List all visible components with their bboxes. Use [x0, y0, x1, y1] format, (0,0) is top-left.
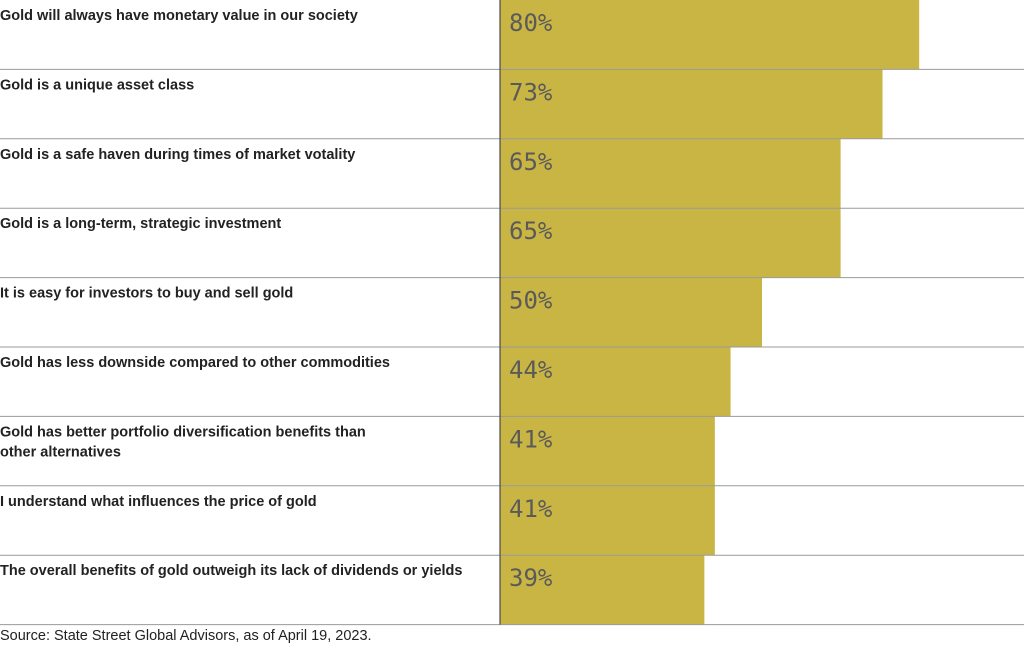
data-label: 80% — [509, 9, 553, 37]
bar — [500, 416, 715, 486]
category-label: The overall benefits of gold outweigh it… — [0, 563, 462, 579]
bar — [500, 138, 841, 209]
category-label: Gold is a long-term, strategic investmen… — [0, 216, 281, 232]
data-label: 44% — [509, 356, 553, 384]
bar — [500, 69, 883, 139]
bar — [500, 208, 841, 278]
data-label: 39% — [509, 564, 553, 592]
category-label: Gold has better portfolio diversificatio… — [0, 424, 366, 460]
bar — [500, 485, 715, 556]
bar — [500, 555, 705, 625]
data-label: 41% — [509, 495, 553, 523]
chart-rows: Gold will always have monetary value in … — [0, 0, 1024, 626]
data-label: 41% — [509, 425, 553, 453]
data-label: 73% — [509, 78, 553, 106]
chart: Gold will always have monetary value in … — [0, 0, 1024, 626]
source-note: Source: State Street Global Advisors, as… — [0, 628, 372, 644]
bar — [500, 277, 762, 347]
category-label: It is easy for investors to buy and sell… — [0, 286, 293, 302]
data-label: 65% — [509, 217, 553, 245]
category-label: I understand what influences the price o… — [0, 494, 317, 510]
category-label: Gold has less downside compared to other… — [0, 355, 390, 371]
category-label: Gold is a unique asset class — [0, 77, 194, 93]
data-label: 50% — [509, 287, 553, 315]
bar — [500, 347, 731, 417]
category-label: Gold will always have monetary value in … — [0, 8, 358, 24]
data-label: 65% — [509, 148, 553, 176]
category-label: Gold is a safe haven during times of mar… — [0, 147, 355, 163]
bar — [500, 0, 920, 70]
